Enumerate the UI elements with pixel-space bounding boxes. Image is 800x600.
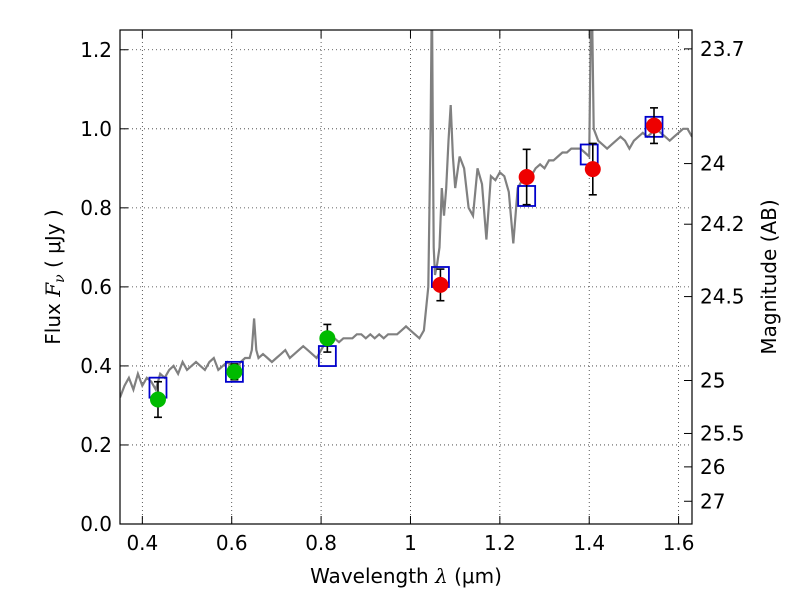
y-tick-label: 0.2 — [80, 433, 112, 457]
model-spectrum-line — [120, 30, 692, 398]
axis-ticks — [120, 30, 692, 525]
x-axis-symbol: λ — [434, 564, 448, 588]
y-axis-subscript: ν — [52, 274, 68, 283]
mag-tick-label: 24.2 — [700, 212, 745, 236]
observed-photometry-point — [646, 117, 663, 134]
y-tick-labels: 0.0 0.2 0.4 0.6 0.8 1.0 1.2 — [80, 38, 112, 536]
x-axis-unit: (μm) — [454, 564, 502, 588]
mag-tick-label: 25 — [700, 369, 725, 393]
magnitude-tick-labels: 23.7 24 24.2 24.5 25 25.5 26 27 — [700, 37, 745, 513]
y-axis-label: Flux Fν ( μJy ) — [41, 209, 68, 344]
x-tick-label: 1.6 — [663, 531, 695, 555]
y-tick-label: 0.8 — [80, 196, 112, 220]
mag-tick-label: 25.5 — [700, 421, 745, 445]
x-tick-label: 1 — [404, 531, 417, 555]
observed-photometry-point — [584, 161, 601, 178]
x-tick-label: 1.4 — [573, 531, 605, 555]
mag-tick-label: 26 — [700, 455, 725, 479]
mag-tick-label: 24 — [700, 152, 725, 176]
y-tick-label: 0.6 — [80, 275, 112, 299]
y-tick-label: 1.2 — [80, 38, 112, 62]
observed-photometry-point — [518, 169, 535, 186]
observed-photometry-point — [226, 363, 243, 380]
model-photometry-group — [148, 115, 664, 399]
observed-photometry-group — [149, 117, 663, 408]
x-axis-label: Wavelength λ (μm) — [310, 564, 502, 588]
grid — [120, 30, 692, 525]
y-tick-label: 1.0 — [80, 117, 112, 141]
y-tick-label: 0.0 — [80, 512, 112, 536]
x-tick-label: 0.8 — [305, 531, 337, 555]
y-tick-label: 0.4 — [80, 354, 112, 378]
observed-photometry-point — [319, 330, 336, 347]
x-tick-label: 1.2 — [484, 531, 516, 555]
model-photometry-box — [224, 360, 244, 383]
x-tick-label: 0.6 — [216, 531, 248, 555]
y-axis-unit: ( μJy ) — [41, 209, 65, 268]
y2-axis-label: Magnitude (AB) — [757, 199, 781, 354]
y-axis-symbol: F — [41, 282, 65, 298]
plot-frame — [119, 29, 693, 525]
observed-photometry-point — [149, 391, 166, 408]
mag-tick-label: 23.7 — [700, 37, 745, 61]
observed-photometry-point — [432, 276, 449, 293]
plot-area — [120, 30, 692, 419]
x-tick-labels: 0.4 0.6 0.8 1 1.2 1.4 1.6 — [126, 531, 694, 555]
mag-tick-label: 27 — [700, 489, 725, 513]
mag-tick-label: 24.5 — [700, 285, 745, 309]
x-tick-label: 0.4 — [126, 531, 158, 555]
